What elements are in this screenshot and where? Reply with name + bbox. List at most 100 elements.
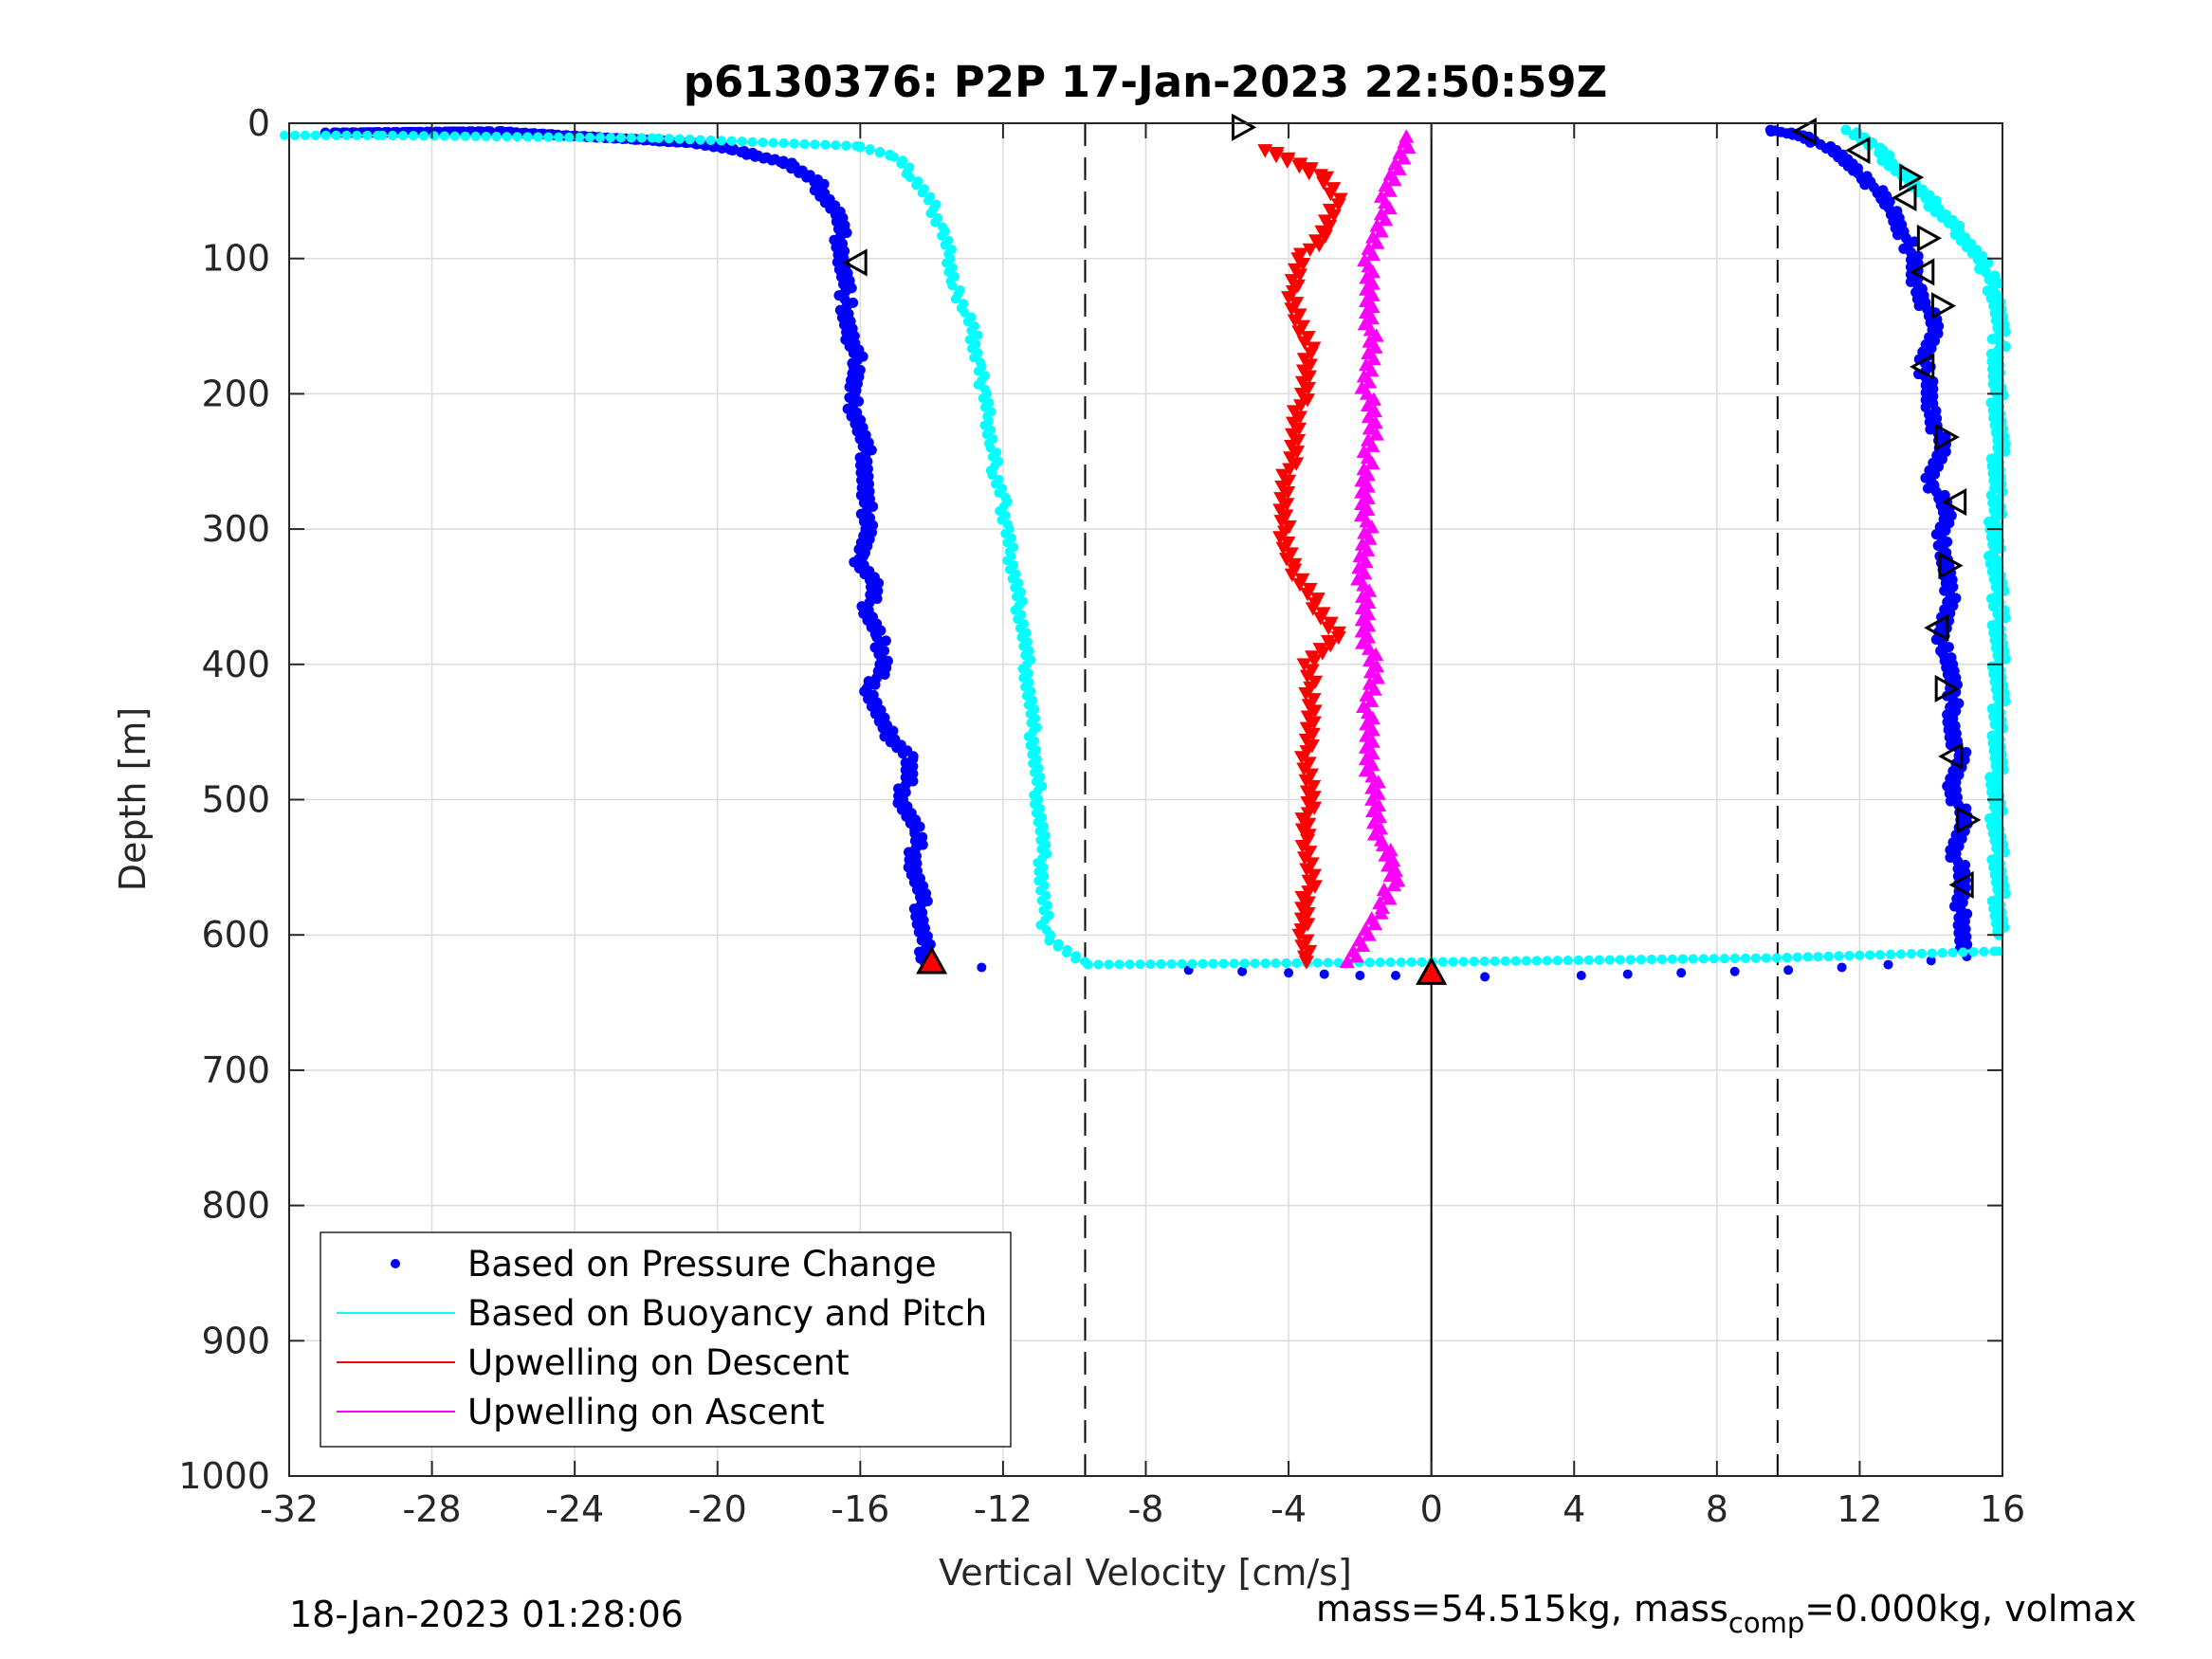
series-point	[1729, 966, 1740, 976]
series-point	[737, 137, 747, 147]
series-point	[1354, 380, 1370, 394]
series-point	[1761, 953, 1771, 963]
series-point	[554, 132, 564, 142]
series-point	[917, 188, 927, 198]
series-point	[1357, 252, 1373, 267]
series-point	[1356, 444, 1372, 458]
series-point	[1044, 936, 1054, 946]
series-point	[1284, 568, 1300, 583]
series-point	[1229, 958, 1239, 969]
series-point	[1406, 957, 1417, 967]
series-point	[864, 485, 875, 497]
series-point	[930, 217, 941, 228]
series-point	[1604, 955, 1615, 965]
series-point	[1385, 852, 1401, 867]
series-point	[1271, 957, 1281, 968]
data-series	[280, 124, 2011, 982]
mass-text: mass=54.515kg, mass	[1316, 1588, 1728, 1630]
series-point	[1361, 241, 1377, 255]
series-point	[897, 748, 908, 759]
series-point	[1552, 956, 1563, 966]
series-point	[1257, 144, 1273, 158]
series-point	[1950, 784, 1962, 795]
series-point	[1373, 206, 1389, 221]
series-point	[1323, 639, 1339, 653]
series-point	[1906, 949, 1916, 959]
series-point	[1937, 947, 1947, 957]
series-point	[1988, 711, 2000, 722]
series-point	[1802, 952, 1813, 962]
series-point	[1323, 957, 1333, 968]
series-point	[1114, 959, 1124, 970]
event-markers	[842, 113, 1982, 985]
series-point	[950, 294, 960, 304]
series-buoyancy_pitch	[280, 130, 2004, 970]
series-point	[1398, 129, 1415, 143]
footer-mass-info: mass=54.515kg, masscomp=0.000kg, volmax	[1316, 1588, 2136, 1639]
series-point	[794, 167, 805, 178]
series-point	[695, 135, 705, 145]
series-point	[1323, 187, 1339, 202]
series-point	[1926, 956, 1936, 966]
series-point	[1823, 951, 1834, 961]
series-point	[1104, 959, 1114, 970]
series-point	[1875, 950, 1886, 960]
series-point	[1093, 959, 1104, 970]
series-upwelling_descent	[1257, 144, 1348, 970]
series-point	[1646, 954, 1656, 964]
event-marker	[1892, 183, 1917, 212]
series-point	[1390, 873, 1406, 887]
series-point	[987, 470, 997, 481]
event-marker	[1938, 742, 1964, 771]
series-point	[960, 307, 970, 318]
y-tick-label: 1000	[178, 1455, 270, 1497]
series-point	[896, 158, 906, 169]
series-point	[1361, 432, 1377, 447]
series-point	[460, 131, 470, 141]
series-point	[1990, 684, 2002, 695]
series-point	[1563, 956, 1573, 966]
series-point	[726, 136, 737, 146]
series-point	[1301, 166, 1317, 181]
series-point	[1479, 957, 1490, 967]
legend-label: Upwelling on Descent	[467, 1342, 850, 1383]
event-marker	[1956, 806, 1982, 834]
series-point	[1785, 127, 1797, 138]
series-point	[1688, 954, 1698, 964]
series-point	[289, 130, 300, 140]
series-point	[1813, 952, 1823, 962]
series-point	[1330, 198, 1346, 212]
series-point	[973, 379, 983, 390]
series-point	[1287, 314, 1303, 328]
series-point	[615, 133, 626, 143]
series-point	[966, 325, 977, 336]
series-point	[940, 240, 950, 250]
series-point	[1622, 969, 1633, 979]
series-point	[543, 132, 554, 142]
series-point	[1677, 954, 1688, 964]
series-buoyancy_pitch_ascent	[1840, 124, 2011, 940]
series-point	[1750, 953, 1761, 963]
series-point	[801, 172, 813, 183]
series-point	[1583, 955, 1594, 965]
series-point	[1300, 587, 1316, 602]
series-point	[747, 137, 758, 147]
series-point	[1792, 952, 1802, 962]
series-point	[1279, 155, 1295, 169]
series-point	[1916, 948, 1927, 958]
series-point	[1280, 291, 1296, 305]
series-point	[1480, 972, 1490, 982]
series-point	[977, 962, 987, 973]
series-point	[1417, 957, 1427, 967]
series-point	[1387, 863, 1403, 877]
series-point	[280, 130, 289, 140]
series-point	[1615, 955, 1625, 965]
series-point	[1667, 954, 1677, 964]
series-point	[1317, 229, 1333, 244]
series-point	[1740, 953, 1750, 963]
series-point	[1861, 171, 1873, 182]
series-point	[331, 130, 341, 140]
series-point	[749, 151, 760, 162]
series-point	[1855, 950, 1865, 960]
series-point	[388, 131, 398, 141]
